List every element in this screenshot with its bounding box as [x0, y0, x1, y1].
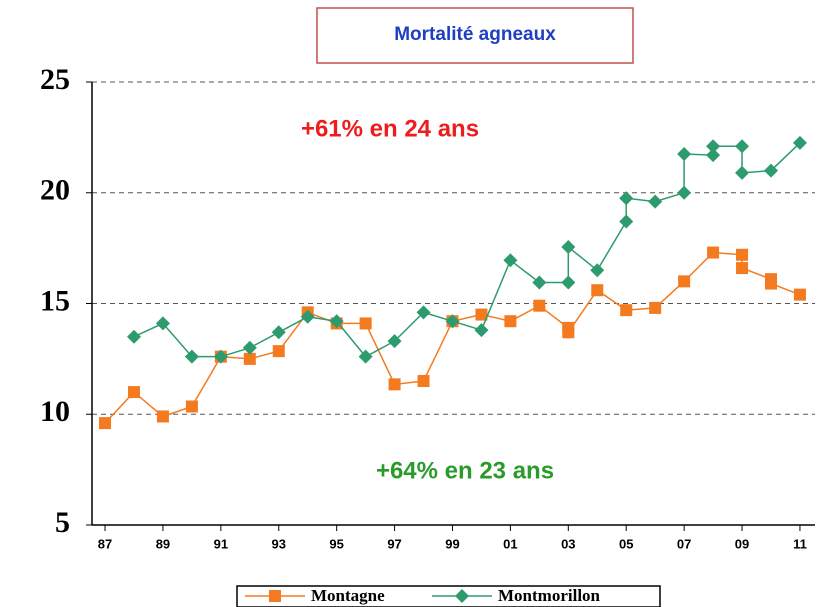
y-tick-label: 20 — [40, 174, 70, 207]
x-tick-label: 11 — [793, 536, 807, 551]
x-tick-label: 03 — [561, 536, 575, 551]
x-tick-label: 91 — [214, 536, 228, 551]
marker — [503, 253, 518, 268]
marker — [736, 248, 749, 261]
marker — [504, 315, 517, 328]
marker — [793, 288, 806, 301]
marker — [764, 277, 777, 290]
marker — [272, 345, 285, 358]
marker — [678, 275, 691, 288]
marker — [388, 378, 401, 391]
marker — [561, 240, 576, 255]
line — [104, 251, 801, 424]
marker — [300, 309, 315, 324]
title-box — [316, 7, 634, 64]
marker — [735, 165, 750, 180]
marker — [562, 326, 575, 339]
marker — [590, 263, 605, 278]
marker — [358, 349, 373, 364]
marker — [387, 334, 402, 349]
x-tick-label: 89 — [156, 536, 170, 551]
marker — [706, 148, 721, 163]
marker — [649, 301, 662, 314]
marker — [706, 139, 721, 154]
x-tick-label: 87 — [98, 536, 112, 551]
x-tick-label: 05 — [619, 536, 633, 551]
x-tick-label: 99 — [445, 536, 459, 551]
marker — [533, 299, 546, 312]
y-tick-label: 5 — [55, 506, 70, 539]
marker — [185, 400, 198, 413]
legend-label: Montagne — [311, 586, 385, 605]
marker — [648, 194, 663, 209]
x-tick-label: 95 — [329, 536, 343, 551]
y-tick-label: 15 — [40, 284, 70, 317]
y-tick-label: 10 — [40, 395, 70, 428]
line — [133, 142, 801, 358]
marker — [184, 349, 199, 364]
marker — [156, 410, 169, 423]
annotation: +64% en 23 ans — [376, 457, 554, 484]
marker — [243, 352, 256, 365]
marker — [677, 146, 692, 161]
marker — [620, 304, 633, 317]
marker — [359, 317, 372, 330]
marker — [532, 275, 547, 290]
marker — [155, 316, 170, 331]
marker — [126, 329, 141, 344]
marker — [763, 163, 778, 178]
marker — [561, 275, 576, 290]
x-tick-label: 97 — [387, 536, 401, 551]
marker — [127, 386, 140, 399]
marker — [417, 375, 430, 388]
chart-title: Mortalité agneaux — [394, 24, 556, 45]
x-tick-label: 93 — [272, 536, 286, 551]
x-tick-label: 09 — [735, 536, 749, 551]
marker — [474, 323, 489, 338]
marker — [242, 340, 257, 355]
legend-label: Montmorillon — [498, 586, 601, 605]
marker — [736, 262, 749, 275]
y-tick-label: 25 — [40, 63, 70, 96]
marker — [475, 308, 488, 321]
marker — [792, 135, 807, 150]
marker — [271, 325, 286, 340]
marker — [213, 349, 228, 364]
marker — [677, 185, 692, 200]
legend-marker — [455, 589, 469, 603]
marker — [445, 314, 460, 329]
marker — [619, 214, 634, 229]
legend-marker — [269, 590, 281, 602]
marker — [99, 417, 112, 430]
marker — [619, 191, 634, 206]
marker — [416, 305, 431, 320]
marker — [329, 314, 344, 329]
x-tick-label: 07 — [677, 536, 691, 551]
marker — [591, 284, 604, 297]
marker — [707, 246, 720, 259]
x-tick-label: 01 — [503, 536, 517, 551]
annotation: +61% en 24 ans — [301, 115, 479, 142]
marker — [735, 139, 750, 154]
